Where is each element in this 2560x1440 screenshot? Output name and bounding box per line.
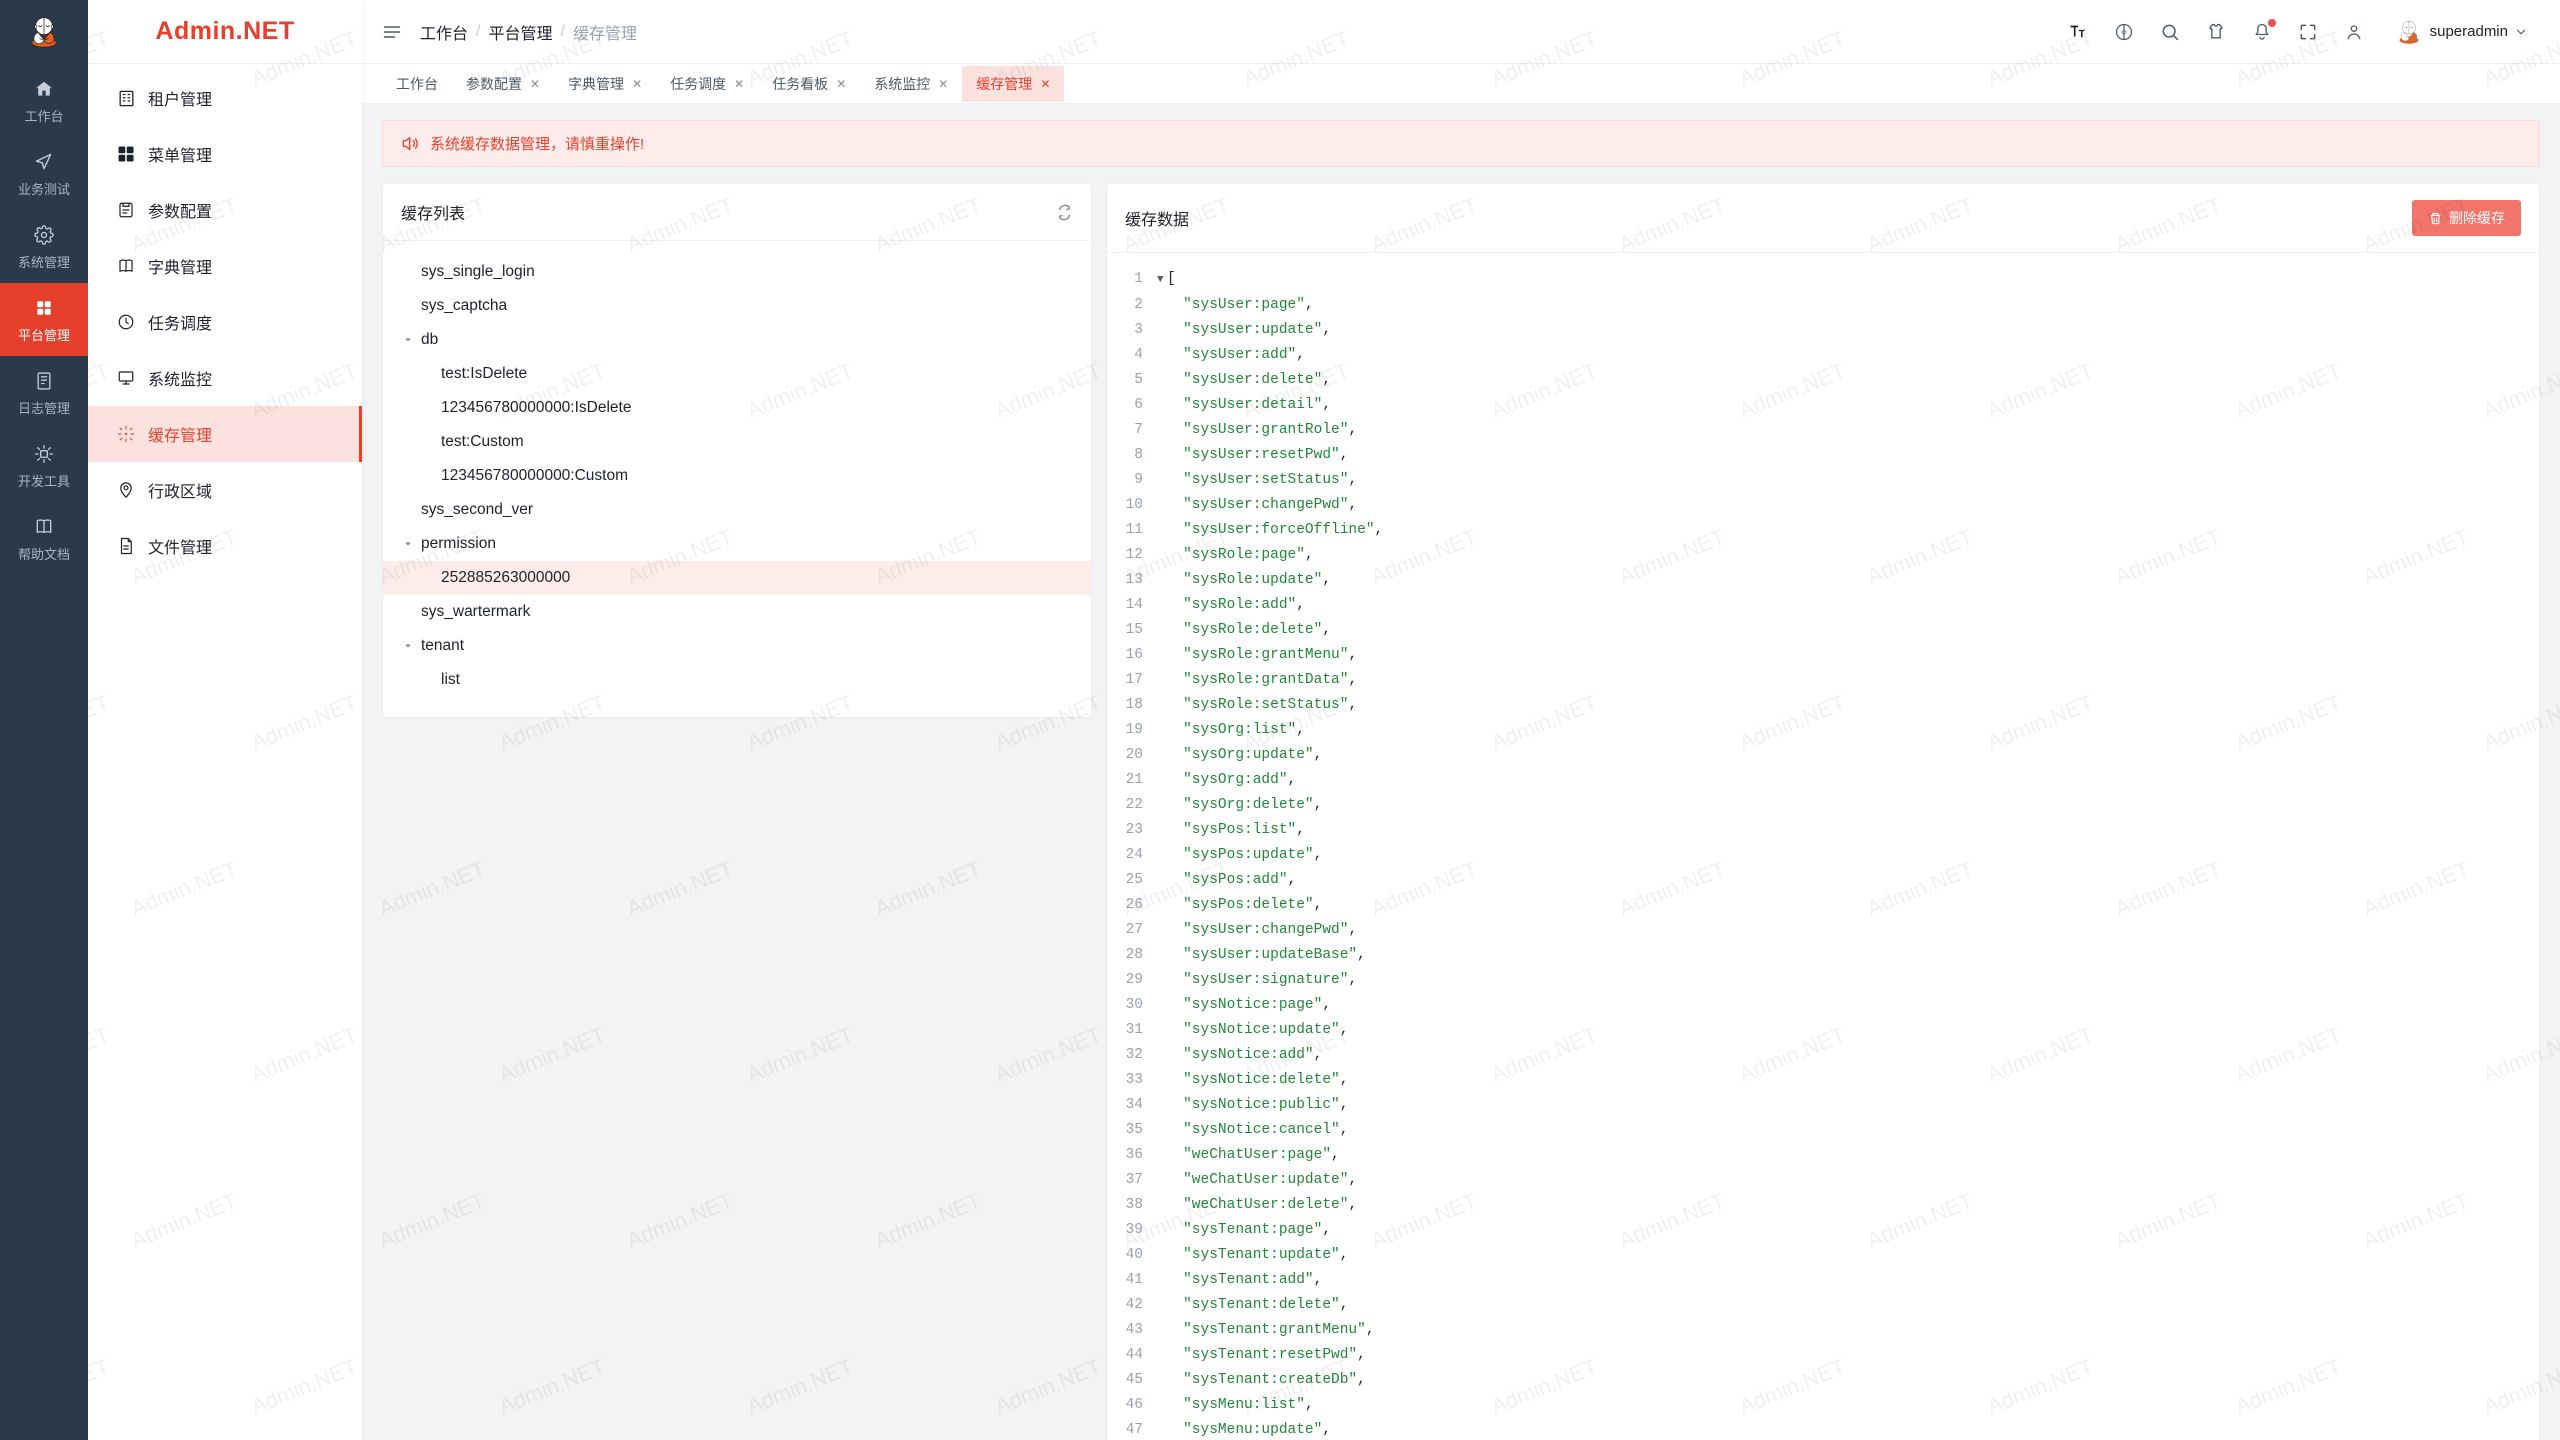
svg-text:Φ: Φ bbox=[2121, 29, 2126, 36]
